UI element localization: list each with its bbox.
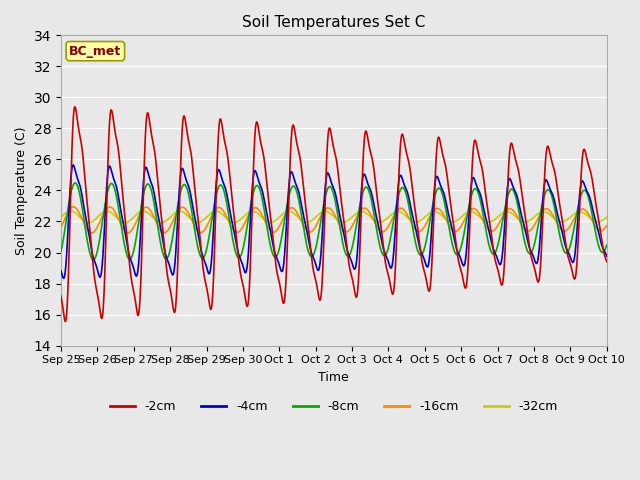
Title: Soil Temperatures Set C: Soil Temperatures Set C bbox=[242, 15, 426, 30]
Y-axis label: Soil Temperature (C): Soil Temperature (C) bbox=[15, 126, 28, 255]
X-axis label: Time: Time bbox=[319, 371, 349, 384]
Text: BC_met: BC_met bbox=[69, 45, 122, 58]
Legend: -2cm, -4cm, -8cm, -16cm, -32cm: -2cm, -4cm, -8cm, -16cm, -32cm bbox=[104, 396, 563, 418]
